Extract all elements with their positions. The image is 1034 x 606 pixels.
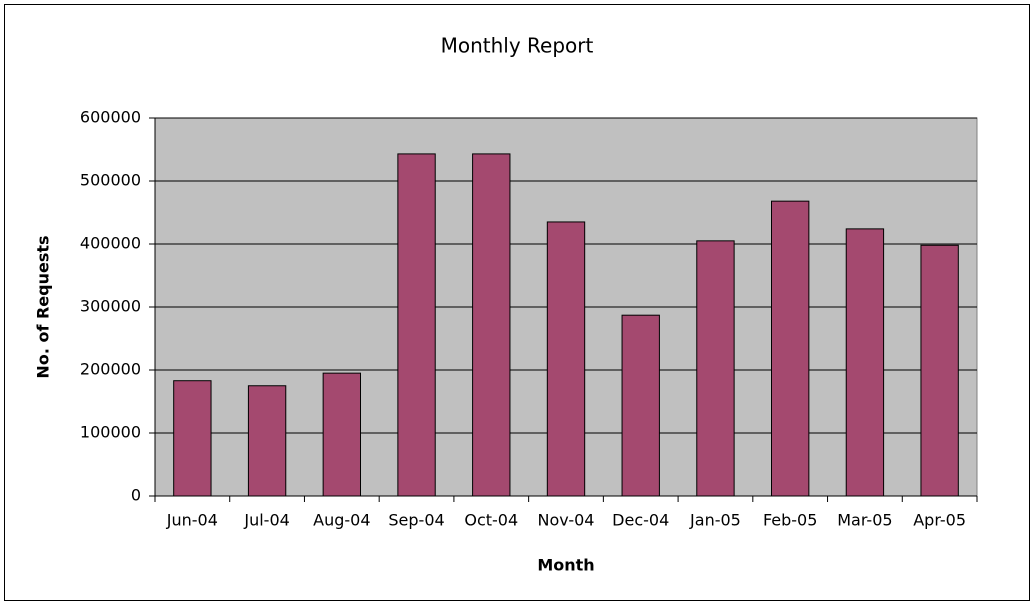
bar bbox=[173, 380, 212, 497]
x-tick-label: Jan-05 bbox=[689, 511, 741, 530]
x-tick-label: Oct-04 bbox=[464, 511, 518, 530]
x-tick-label: Dec-04 bbox=[612, 511, 669, 530]
bar bbox=[472, 153, 511, 497]
x-axis-title: Month bbox=[537, 556, 594, 575]
x-tick-label: Jul-04 bbox=[243, 511, 289, 530]
x-tick-label: Jun-04 bbox=[166, 511, 218, 530]
y-tick-label: 600000 bbox=[80, 108, 141, 127]
x-tick-label: Sep-04 bbox=[388, 511, 444, 530]
y-tick-label: 0 bbox=[131, 486, 141, 505]
x-tick-label: Mar-05 bbox=[837, 511, 892, 530]
x-tick-label: Nov-04 bbox=[538, 511, 595, 530]
bar bbox=[247, 385, 287, 497]
y-axis-title: No. of Requests bbox=[34, 235, 53, 378]
x-tick-label: Aug-04 bbox=[313, 511, 370, 530]
chart-title: Monthly Report bbox=[441, 34, 594, 58]
bar bbox=[920, 244, 959, 497]
x-tick-label: Apr-05 bbox=[913, 511, 966, 530]
bar bbox=[845, 228, 885, 497]
bar bbox=[546, 221, 586, 497]
x-tick-label: Feb-05 bbox=[763, 511, 817, 530]
bar bbox=[322, 372, 361, 497]
y-tick-label: 100000 bbox=[80, 423, 141, 442]
y-tick-label: 500000 bbox=[80, 171, 141, 190]
y-tick-label: 400000 bbox=[80, 234, 141, 253]
y-tick-label: 200000 bbox=[80, 360, 141, 379]
bar bbox=[771, 200, 810, 497]
bar bbox=[621, 314, 660, 497]
y-tick-label: 300000 bbox=[80, 297, 141, 316]
bar bbox=[696, 240, 735, 497]
bar bbox=[397, 153, 436, 497]
